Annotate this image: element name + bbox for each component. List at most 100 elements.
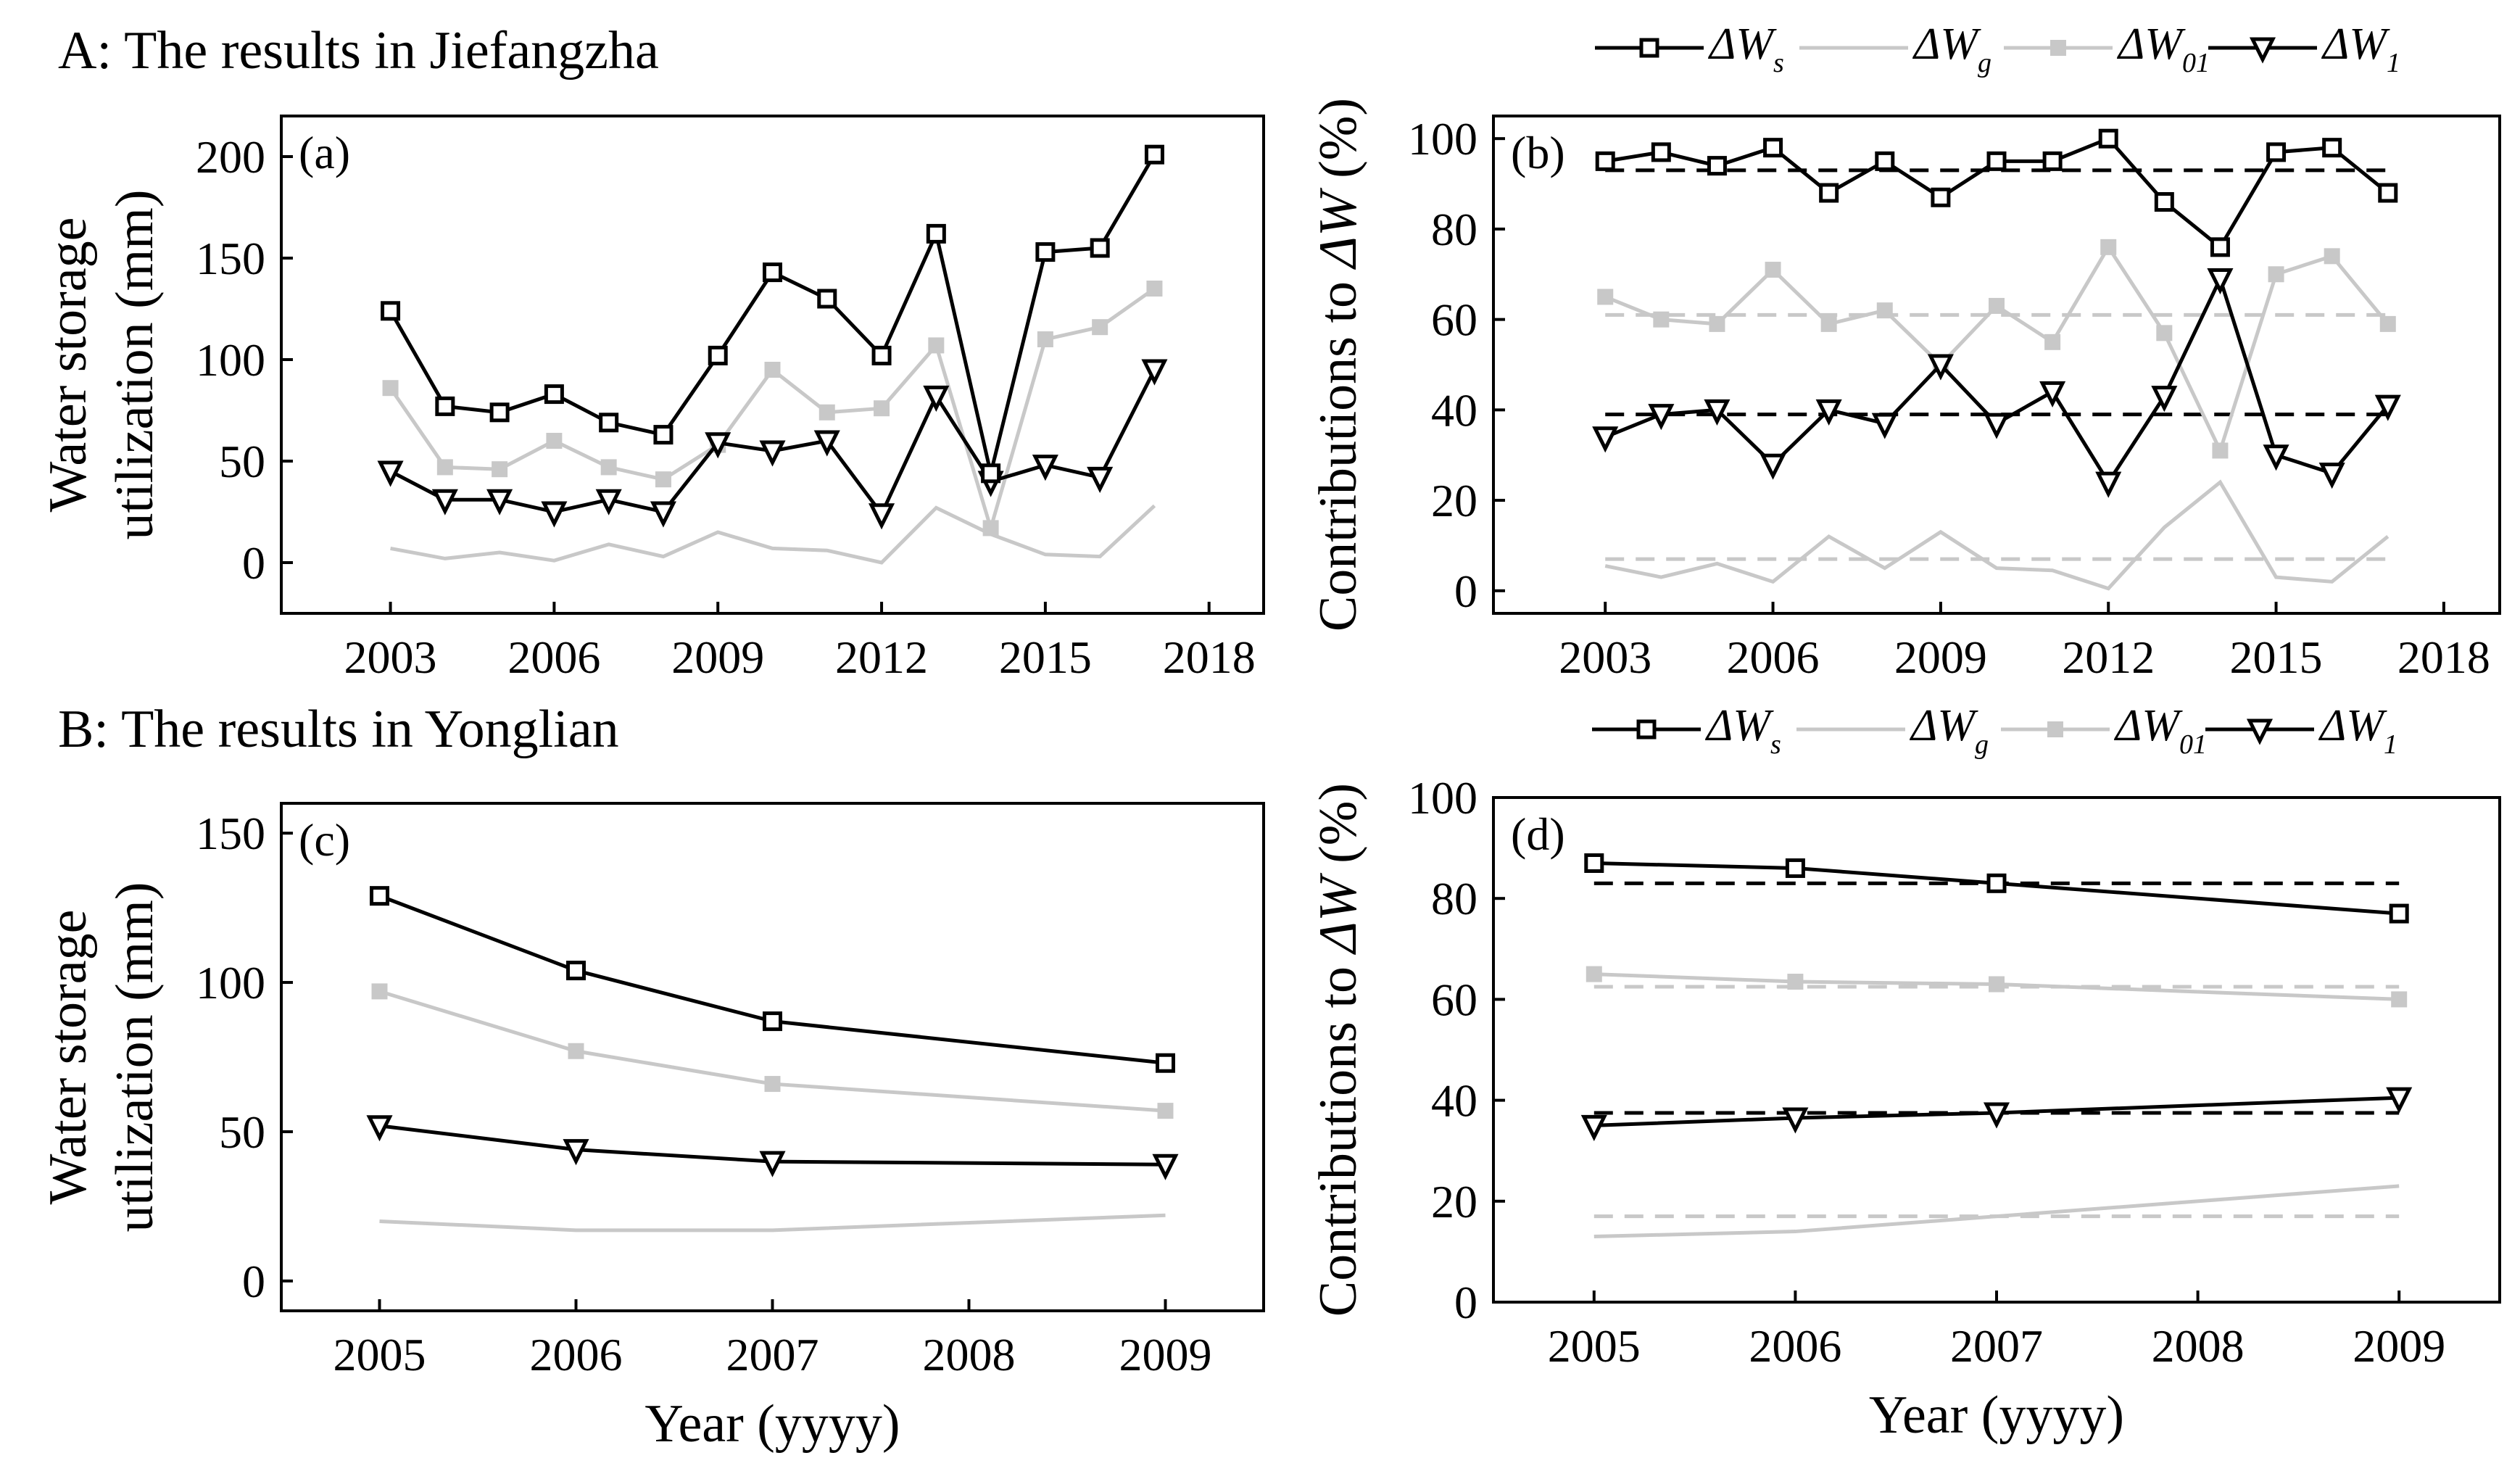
point-ws	[2378, 183, 2398, 203]
chart-b: 0 20 40 60 80 100 2003 2006 2009 2012 2015 2018 (b) C…	[1309, 98, 2501, 683]
y-tick-label: 0	[1454, 566, 1477, 617]
point-ws	[2210, 237, 2230, 257]
series-w01	[1586, 966, 2408, 1008]
point-ws	[2389, 903, 2409, 924]
point-w01	[568, 1043, 584, 1059]
series-line-w1	[1593, 1095, 2400, 1127]
point-w1	[486, 489, 513, 515]
point-ws	[2266, 142, 2287, 162]
point-w01	[600, 459, 617, 476]
point-ws	[599, 413, 619, 433]
series-line-wg	[1593, 1184, 2400, 1239]
x-tick-label: 2006	[1727, 631, 1820, 683]
point-w01	[764, 1076, 781, 1093]
point-ws	[381, 301, 401, 321]
point-w1	[563, 1139, 589, 1166]
series-w01	[371, 983, 1174, 1119]
point-w01	[1597, 289, 1614, 305]
y-tick-label: 20	[1431, 475, 1477, 526]
point-w1	[1592, 426, 1619, 453]
point-w1	[377, 460, 404, 487]
legend-label-w1: ΔW1	[2323, 20, 2401, 78]
legend-d: ΔWs ΔWg ΔW01 ΔW1	[1592, 695, 2462, 760]
point-w1	[705, 432, 731, 459]
point-ws	[1651, 142, 1671, 162]
panel-label: (a)	[299, 127, 350, 178]
y-tick-label: 80	[1431, 873, 1477, 924]
legend-label-ws: ΔWs	[1709, 20, 1784, 78]
point-ws	[370, 886, 389, 906]
y-tick-label: 100	[196, 334, 265, 386]
x-tick-label: 2015	[999, 631, 1092, 683]
point-ws	[1584, 853, 1604, 873]
y-axis-label: utilization (mm)	[105, 190, 165, 540]
x-tick-label: 2006	[530, 1329, 623, 1380]
point-ws	[1931, 187, 1951, 207]
point-w1	[1648, 404, 1675, 431]
point-w01	[1989, 976, 2005, 993]
point-w1	[2207, 268, 2234, 295]
series-w1	[377, 359, 1168, 530]
legend-label-w01: ΔW01	[2118, 20, 2210, 78]
point-w01	[2379, 315, 2396, 332]
x-tick-label: 2009	[1894, 631, 1987, 683]
point-w01	[1586, 966, 1602, 982]
point-w01	[1876, 302, 1893, 319]
y-axis-label: Contributions to ΔW (%)	[1309, 783, 1368, 1317]
series-w01	[1597, 239, 2396, 459]
point-w1	[1815, 399, 1842, 426]
chart-a: 0 50 100 150 200 2003 2006 2009 2012 2015 2018 (a) W…	[38, 115, 1265, 683]
series-w1	[1592, 268, 2401, 498]
point-ws	[817, 289, 837, 309]
point-w1	[541, 501, 568, 528]
point-ws	[489, 402, 510, 423]
point-w1	[1580, 1114, 1607, 1141]
point-w01	[874, 400, 890, 417]
x-tick-label: 2008	[923, 1329, 1016, 1380]
y-tick-label: 20	[1431, 1176, 1477, 1227]
point-ws	[1595, 151, 1615, 171]
series-w01	[382, 281, 1163, 537]
y-tick-label: 100	[1408, 113, 1477, 165]
legend-marker-w01	[2050, 40, 2066, 56]
point-ws	[653, 425, 673, 445]
series-line-w01	[1593, 972, 2400, 1001]
point-w01	[1092, 319, 1108, 336]
point-ws	[708, 345, 728, 365]
x-tick-label: 2015	[2230, 631, 2323, 683]
series-line-ws	[378, 894, 1166, 1065]
x-tick-label: 2009	[671, 631, 764, 683]
legend-swatch-w01	[2004, 40, 2113, 56]
y-tick-label: 200	[196, 131, 265, 183]
y-axis-label: Water storage	[38, 910, 98, 1205]
point-ws	[1035, 242, 1056, 262]
series-ws	[1584, 853, 2409, 924]
legend-label-w01: ΔW01	[2115, 701, 2208, 760]
series-w1	[366, 1115, 1179, 1180]
legend-b-swatches	[1595, 37, 2317, 64]
point-w01	[382, 380, 399, 397]
x-tick-label: 2009	[2353, 1320, 2445, 1372]
point-ws	[435, 396, 455, 416]
series-ws	[381, 144, 1164, 484]
point-w1	[2039, 381, 2066, 408]
point-w01	[2212, 442, 2229, 459]
point-w1	[1983, 413, 2010, 439]
point-w1	[1983, 1102, 2010, 1129]
point-w1	[813, 430, 840, 457]
point-w01	[928, 337, 945, 354]
point-w1	[2374, 394, 2401, 421]
series-line-w01	[378, 990, 1166, 1113]
y-axis-label: Water storage	[38, 218, 98, 513]
y-axis-label: Contributions to ΔW (%)	[1309, 98, 1368, 631]
series-w1	[1580, 1087, 2413, 1141]
series-ws	[370, 886, 1175, 1073]
point-w1	[1141, 359, 1168, 386]
point-ws	[1090, 238, 1110, 258]
series-wg	[379, 1213, 1166, 1233]
point-w01	[492, 461, 508, 478]
y-tick-label: 100	[196, 957, 265, 1008]
legend-swatch-w1	[2208, 37, 2317, 64]
point-ws	[1763, 138, 1783, 158]
point-w01	[436, 459, 453, 476]
